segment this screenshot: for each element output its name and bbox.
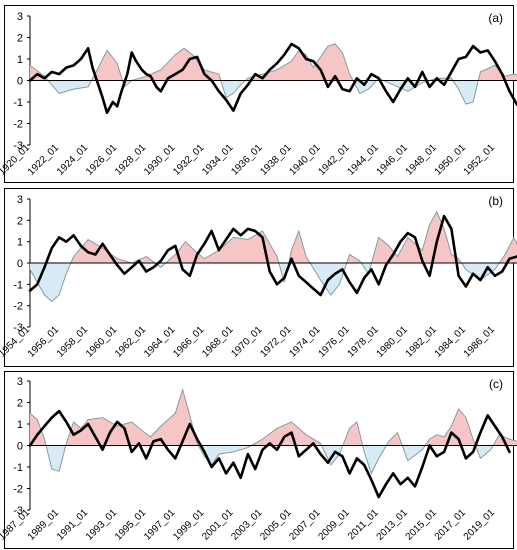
positive-area [30, 44, 517, 81]
y-tick-label: -1 [13, 279, 23, 291]
y-tick-label: -3 [13, 505, 23, 517]
panel-c: 3210-1-2-31987_011989_011991_011993_0119… [0, 371, 517, 549]
panel-label: (b) [488, 194, 503, 208]
negative-area [30, 263, 517, 302]
y-tick-label: -2 [13, 484, 23, 496]
y-tick-label: 3 [17, 11, 23, 23]
y-tick-label: 3 [17, 376, 23, 388]
y-tick-label: 3 [17, 194, 23, 206]
y-tick-label: -2 [13, 119, 23, 131]
y-tick-label: 1 [17, 419, 23, 431]
positive-area [30, 389, 517, 446]
y-tick-label: -3 [13, 322, 23, 334]
y-tick-label: -3 [13, 140, 23, 152]
y-tick-label: 1 [17, 237, 23, 249]
panel-label: (a) [488, 11, 503, 25]
panel-frame-a [4, 5, 514, 183]
y-tick-label: -1 [13, 97, 23, 109]
negative-area [30, 80, 517, 105]
panel-b: 3210-1-2-31954_011956_011958_011960_0119… [0, 188, 517, 367]
bold-series-line [28, 214, 517, 297]
y-tick-label: 2 [17, 33, 23, 45]
y-tick-label: 0 [17, 76, 23, 88]
positive-area [30, 211, 517, 263]
panel-a: 3210-1-2-31920_011922_011924_011926_0119… [0, 5, 517, 183]
y-tick-label: 1 [17, 54, 23, 66]
bold-series-line [28, 409, 511, 499]
shaded-series-outline [29, 387, 517, 475]
y-tick-label: 2 [17, 215, 23, 227]
shaded-series-outline [29, 43, 517, 105]
bold-series-line [28, 42, 517, 115]
shaded-series-outline [29, 210, 517, 303]
y-tick-label: -2 [13, 301, 23, 313]
y-tick-label: 0 [17, 441, 23, 453]
y-tick-label: -1 [13, 462, 23, 474]
panel-label: (c) [489, 377, 503, 391]
panel-frame-b [4, 188, 514, 367]
y-tick-label: 0 [17, 258, 23, 270]
y-tick-label: 2 [17, 398, 23, 410]
